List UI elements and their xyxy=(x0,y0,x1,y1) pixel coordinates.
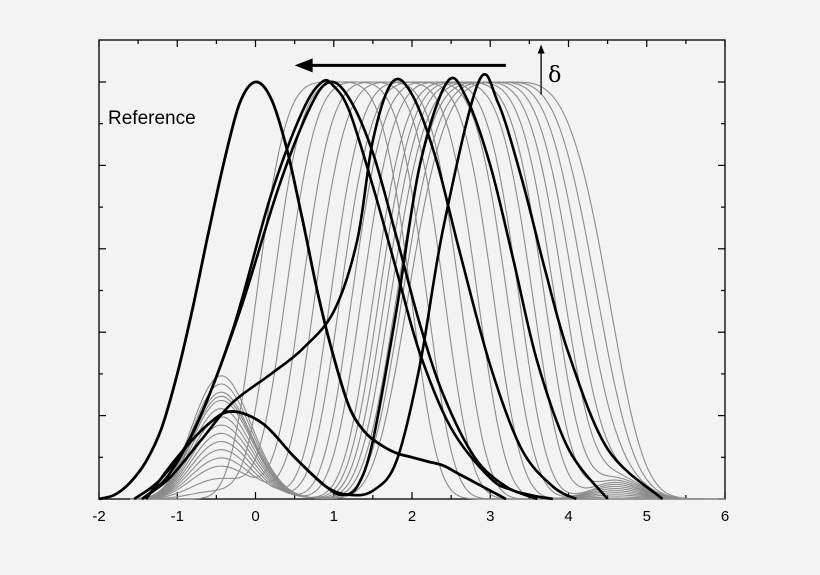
x-tick-label: -1 xyxy=(171,508,184,525)
family-curves xyxy=(130,81,725,500)
family-curve xyxy=(130,81,725,500)
reference-curve xyxy=(98,80,507,501)
x-tick-label: 1 xyxy=(330,508,338,525)
x-tick-label: 4 xyxy=(564,508,572,525)
reference-curve-group xyxy=(98,80,507,501)
highlighted-curves xyxy=(133,73,664,501)
x-tick-label: 6 xyxy=(721,508,729,525)
reference-label: Reference xyxy=(108,108,196,129)
family-curve xyxy=(130,81,725,500)
family-curve xyxy=(130,81,725,500)
family-curve xyxy=(130,81,725,500)
delta-arrow xyxy=(537,44,545,95)
shift-arrow-head xyxy=(294,58,313,73)
highlighted-curve xyxy=(144,73,664,500)
family-curve xyxy=(130,81,725,500)
x-tick-labels: -2 -1 0 1 2 3 4 5 6 xyxy=(92,508,729,525)
family-curve xyxy=(130,81,725,500)
x-tick-label: 3 xyxy=(486,508,494,525)
x-tick-label: 0 xyxy=(251,508,259,525)
highlighted-curve xyxy=(141,77,577,501)
horizontal-arrow xyxy=(294,58,506,73)
family-curve xyxy=(130,81,725,500)
delta-label: δ xyxy=(548,63,561,88)
x-tick-label: 2 xyxy=(408,508,416,525)
delta-arrow-head xyxy=(537,44,545,54)
x-tick-label: -2 xyxy=(92,508,105,525)
x-tick-label: 5 xyxy=(643,508,651,525)
highlighted-curve xyxy=(141,80,554,501)
family-curve xyxy=(130,81,725,500)
